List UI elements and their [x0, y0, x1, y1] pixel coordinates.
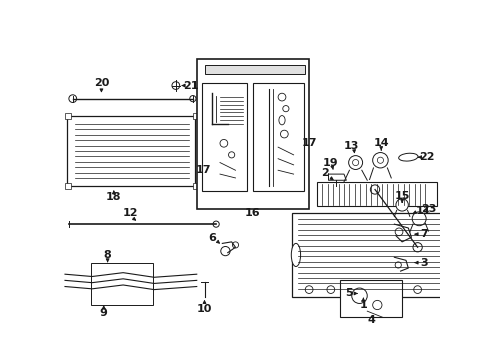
Text: 12: 12 [123, 208, 138, 217]
Circle shape [326, 286, 334, 293]
Text: 18: 18 [106, 192, 122, 202]
Circle shape [213, 221, 219, 227]
Circle shape [391, 286, 399, 293]
Bar [65, 113, 71, 120]
Text: 3: 3 [419, 258, 427, 267]
Circle shape [348, 156, 362, 170]
Text: 11: 11 [415, 206, 431, 216]
Text: 15: 15 [394, 191, 409, 201]
Circle shape [348, 286, 356, 293]
Circle shape [377, 157, 383, 163]
Circle shape [280, 130, 287, 138]
Circle shape [228, 152, 234, 158]
Circle shape [369, 286, 377, 293]
Text: 20: 20 [94, 78, 109, 88]
Text: 1: 1 [359, 300, 366, 310]
Text: 22: 22 [418, 152, 434, 162]
Circle shape [305, 286, 312, 293]
Ellipse shape [278, 116, 285, 125]
Text: 6: 6 [208, 233, 216, 243]
Circle shape [69, 95, 77, 103]
Circle shape [372, 153, 387, 168]
Text: 5: 5 [345, 288, 352, 298]
Text: 23: 23 [420, 204, 435, 214]
Ellipse shape [398, 153, 417, 161]
Circle shape [394, 262, 401, 268]
Text: 17: 17 [301, 138, 316, 148]
Circle shape [411, 212, 425, 226]
Bar [196, 59, 308, 209]
Text: 9: 9 [100, 308, 107, 318]
Text: 16: 16 [244, 208, 260, 217]
Bar [65, 183, 71, 189]
Circle shape [369, 185, 379, 194]
Circle shape [351, 288, 366, 303]
Circle shape [189, 95, 196, 102]
Text: 13: 13 [344, 141, 359, 150]
Bar [90, 263, 152, 305]
Bar [202, 83, 246, 191]
Circle shape [352, 159, 358, 166]
Text: 17: 17 [196, 165, 211, 175]
Circle shape [278, 93, 285, 101]
Bar [340, 280, 401, 317]
Circle shape [232, 242, 238, 248]
Circle shape [412, 243, 422, 252]
Circle shape [282, 105, 288, 112]
Bar [192, 113, 199, 120]
Bar [316, 182, 436, 206]
Text: 4: 4 [366, 315, 374, 325]
Text: 8: 8 [103, 250, 111, 260]
Circle shape [220, 139, 227, 147]
Text: 2: 2 [320, 167, 328, 177]
Bar [67, 116, 195, 186]
Circle shape [220, 247, 230, 256]
Text: 21: 21 [183, 81, 199, 91]
Circle shape [394, 228, 402, 236]
Bar [291, 213, 442, 297]
Text: 19: 19 [323, 158, 338, 167]
Circle shape [395, 199, 407, 211]
Bar [253, 83, 303, 191]
Circle shape [413, 286, 421, 293]
Circle shape [172, 82, 179, 89]
Text: 10: 10 [196, 304, 212, 314]
Bar [204, 65, 305, 74]
Ellipse shape [291, 243, 300, 266]
Text: 7: 7 [419, 229, 427, 239]
Bar [192, 183, 199, 189]
Circle shape [372, 300, 381, 310]
Text: 14: 14 [373, 138, 388, 148]
